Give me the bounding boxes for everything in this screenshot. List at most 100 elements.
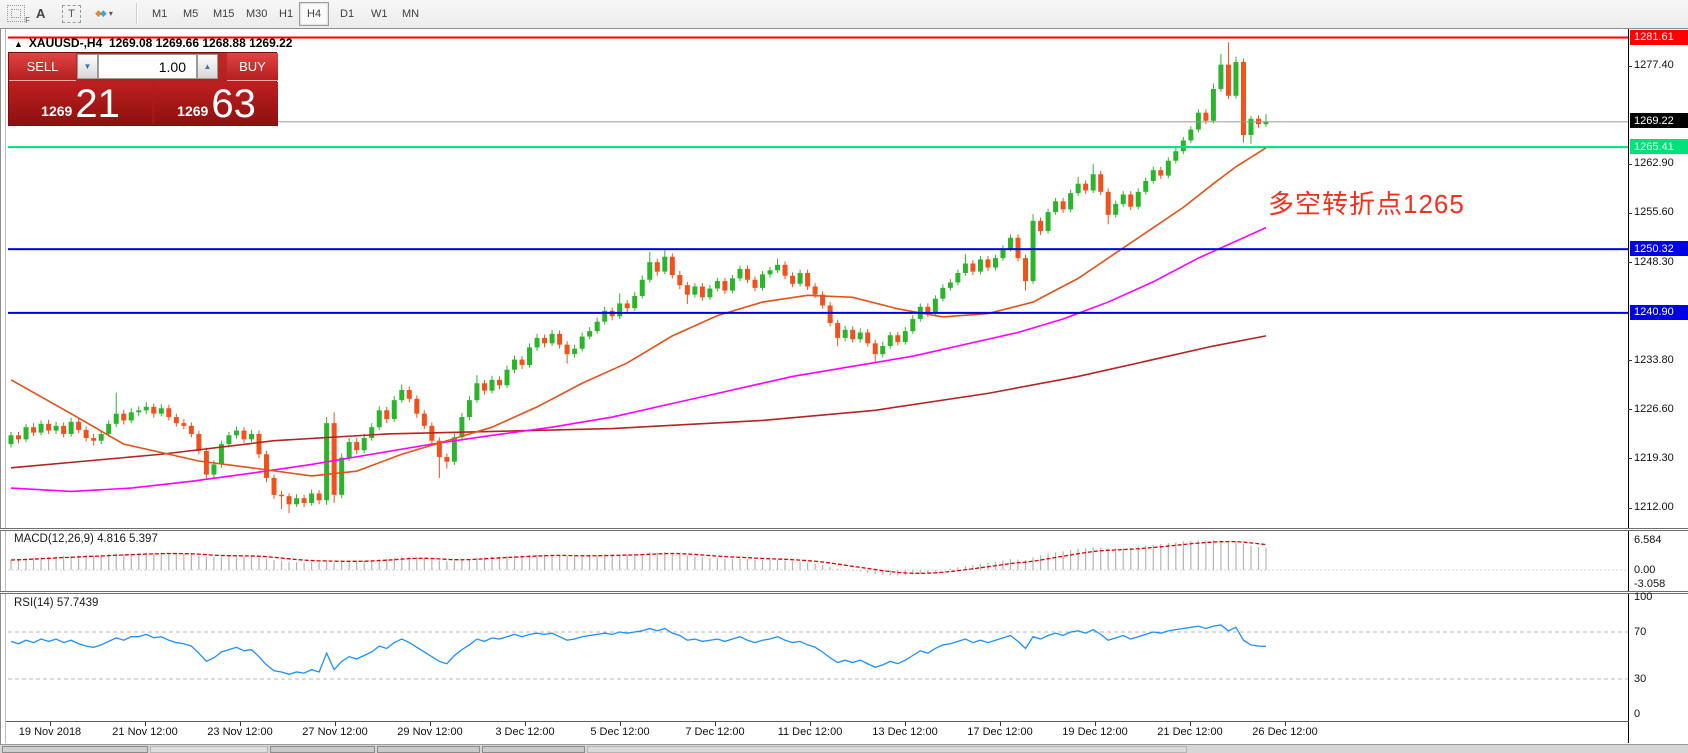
crosshair-grid-icon[interactable]: F (7, 3, 30, 25)
horizontal-line (8, 146, 1628, 149)
tf-button-m15[interactable]: M15 (213, 8, 235, 20)
buy-button[interactable]: BUY (227, 53, 278, 81)
price-tick-label: 1248.30 (1634, 255, 1674, 268)
rsi-label: RSI(14) 57.7439 (14, 597, 99, 609)
time-axis-label: 3 Dec 12:00 (495, 726, 555, 738)
macd-label: MACD(12,26,9) 4.816 5.397 (14, 533, 158, 545)
rsi-scale-label: 70 (1634, 626, 1647, 638)
buy-price-display[interactable]: 1269 63 (155, 82, 278, 126)
text-box-icon[interactable]: T (62, 3, 81, 24)
symbol-timeframe: XAUUSD-,H4 (28, 36, 103, 50)
window-border (0, 28, 1688, 29)
sell-price-pips: 21 (75, 82, 120, 126)
tf-button-h4[interactable]: H4 (299, 2, 330, 26)
price-badge: 1281.61 (1630, 29, 1688, 45)
price-tick-label: 1277.40 (1634, 59, 1674, 71)
ma-line-fast_orange (10, 147, 1267, 477)
price-tick-label: 1233.80 (1634, 353, 1674, 366)
tf-button-m30[interactable]: M30 (246, 8, 268, 20)
chart-symbol-header: ▲ XAUUSD-,H4 1269.08 1269.66 1268.88 1269… (14, 36, 292, 50)
buy-price-base: 1269 (177, 103, 209, 119)
horizontal-line (8, 248, 1628, 251)
one-click-trade-panel: SELL ▼ ▲ BUY 1269 21 1269 63 (8, 52, 278, 126)
top-toolbar: F A T ◆ ◆ ▾ M1 M5 M15 M30 H1 H4 D1 W1 MN (0, 0, 1688, 29)
time-axis-label: 19 Dec 12:00 (1062, 726, 1128, 738)
ma-line-mid_magenta (10, 226, 1267, 493)
sell-price-display[interactable]: 1269 21 (9, 82, 152, 126)
tf-button-d1[interactable]: D1 (340, 8, 355, 20)
price-tick-label: 1262.90 (1634, 157, 1674, 170)
text-label-icon[interactable]: A (36, 6, 46, 21)
price-chart-plot[interactable] (8, 30, 1628, 527)
price-tick-mark (1628, 262, 1632, 264)
horizontal-line (8, 311, 1628, 314)
macd-scale-label: 6.584 (1634, 534, 1662, 546)
time-tick-mark (904, 722, 906, 726)
tf-button-m5[interactable]: M5 (183, 8, 199, 20)
price-tick-mark (1628, 458, 1632, 460)
diamond-orange-icon: ◆ (95, 8, 102, 18)
triangle-up-icon: ▲ (14, 39, 23, 49)
time-axis-label: 21 Nov 12:00 (112, 726, 178, 738)
price-badge: 1240.90 (1630, 304, 1688, 320)
time-tick-mark (239, 722, 241, 726)
buy-price-pips: 63 (211, 82, 256, 126)
rsi-panel-plot[interactable] (8, 594, 1628, 721)
shapes-icon[interactable]: ◆ ◆ ▾ (95, 3, 113, 24)
time-axis-label: 27 Nov 12:00 (302, 726, 368, 738)
price-tick-mark (1628, 360, 1632, 362)
volume-increase-button[interactable]: ▲ (197, 54, 218, 79)
price-tick-label: 1219.30 (1634, 451, 1674, 464)
time-tick-mark (1189, 722, 1191, 726)
volume-decrease-button[interactable]: ▼ (77, 54, 98, 79)
tf-button-h1[interactable]: H1 (279, 8, 294, 20)
macd-scale-label: 0.00 (1634, 564, 1656, 576)
tf-button-w1[interactable]: W1 (371, 8, 388, 20)
volume-input[interactable] (98, 54, 197, 79)
rsi-line (10, 624, 1267, 675)
grid-glyph: F (7, 5, 30, 25)
time-tick-mark (1094, 722, 1096, 726)
price-tick-label: 1212.00 (1634, 501, 1674, 514)
time-tick-mark (144, 722, 146, 726)
time-axis-label: 21 Dec 12:00 (1157, 726, 1223, 738)
sell-button[interactable]: SELL (9, 53, 76, 81)
chevron-down-icon: ▾ (108, 9, 113, 18)
price-badge: 1265.41 (1630, 139, 1688, 155)
tf-button-mn[interactable]: MN (402, 8, 420, 20)
time-tick-mark (619, 722, 621, 726)
time-axis-label: 29 Nov 12:00 (397, 726, 463, 738)
panel-separator-macd[interactable] (0, 528, 1688, 531)
toolbar-separator (136, 3, 138, 24)
ma-line-slow_darkred (10, 335, 1267, 469)
boxed-t-glyph: T (62, 4, 81, 23)
time-axis-line (6, 721, 1629, 722)
window-border-left-inner (5, 29, 6, 743)
chinese-annotation-text: 多空转折点1265 (1268, 189, 1465, 219)
price-axis-border (1628, 29, 1629, 743)
time-tick-mark (49, 722, 51, 726)
price-tick-mark (1628, 65, 1632, 67)
time-axis-label: 17 Dec 12:00 (967, 726, 1033, 738)
time-axis-label: 7 Dec 12:00 (685, 726, 745, 738)
time-tick-mark (809, 722, 811, 726)
time-axis-label: 13 Dec 12:00 (872, 726, 938, 738)
price-badge: 1250.32 (1630, 241, 1688, 257)
time-axis-label: 23 Nov 12:00 (207, 726, 273, 738)
time-tick-mark (429, 722, 431, 726)
macd-scale-label: -3.058 (1634, 577, 1666, 590)
diamond-blue-icon: ◆ (99, 8, 107, 18)
macd-panel-plot[interactable] (8, 530, 1628, 591)
sell-price-base: 1269 (41, 103, 73, 119)
rsi-scale-label: 100 (1634, 590, 1653, 603)
tf-button-m1[interactable]: M1 (152, 8, 168, 20)
time-axis-label: 11 Dec 12:00 (777, 726, 843, 738)
panel-separator-rsi[interactable] (0, 591, 1688, 594)
time-tick-mark (714, 722, 716, 726)
price-tick-mark (1628, 409, 1632, 411)
time-axis-label: 19 Nov 2018 (18, 726, 82, 738)
time-tick-mark (334, 722, 336, 726)
price-tick-mark (1628, 507, 1632, 509)
bid-line (8, 121, 1628, 123)
price-tick-mark (1628, 212, 1632, 214)
